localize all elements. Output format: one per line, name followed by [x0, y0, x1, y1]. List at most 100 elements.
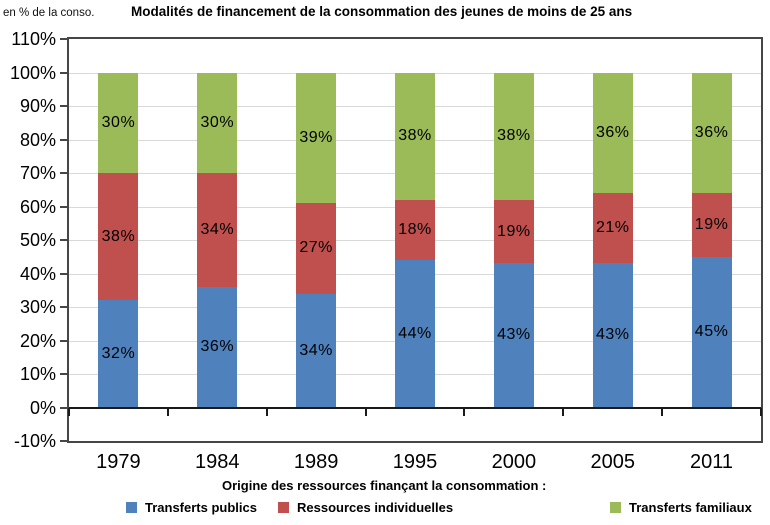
bar-segment-label: 32%: [101, 344, 136, 362]
x-axis-tick-mark: [661, 407, 664, 416]
bar-segment: 43%: [592, 263, 633, 408]
y-axis-tick-label: 0%: [29, 397, 56, 418]
x-axis-tick-mark: [562, 407, 565, 416]
stacked-bar: 36% 34% 30%: [197, 39, 238, 441]
y-axis-tick-label: 100%: [9, 62, 56, 83]
x-axis-label: 1995: [392, 451, 438, 473]
stacked-bar: 43% 21% 36%: [592, 39, 633, 441]
chart-title: Modalités de financement de la consommat…: [131, 4, 633, 19]
y-axis-tick-label: 110%: [11, 29, 56, 49]
bar-segment: 45%: [691, 256, 732, 408]
bar-segment-label: 19%: [497, 222, 531, 240]
y-axis-tick-label: 90%: [19, 96, 56, 116]
x-axis-tick-mark: [364, 407, 367, 416]
legend-swatch-icon: [126, 502, 137, 513]
stacked-bar: 45% 19% 36%: [691, 39, 732, 441]
bar-segment: 19%: [493, 199, 534, 264]
bar-segment-label: 30%: [101, 113, 136, 131]
y-axis-tick-mark: [60, 239, 67, 241]
bar-segment: 18%: [395, 199, 435, 261]
legend-swatch-icon: [610, 502, 621, 513]
y-axis-tick-mark: [60, 172, 67, 174]
stacked-bar: 34% 27% 39%: [296, 39, 337, 441]
bar-segment-label: 30%: [200, 113, 235, 131]
bar-segment-label: 36%: [200, 338, 235, 356]
plot-area: 32% 38% 30% 36% 34% 30% 34% 27% 39% 44% 18% 38% 43% 1…: [67, 37, 763, 443]
legend-label: Transferts familiaux: [629, 500, 752, 515]
bar-segment-label: 43%: [497, 326, 531, 344]
y-axis-tick-mark: [60, 306, 67, 308]
y-axis-tick-mark: [60, 373, 67, 375]
y-axis-tick-label: 30%: [19, 297, 56, 317]
bar-segment-label: 38%: [101, 227, 136, 245]
y-axis-tick-label: 80%: [19, 129, 56, 150]
legend-item-transferts-familiaux: Transferts familiaux: [610, 500, 752, 515]
x-axis-tick-mark: [166, 407, 169, 416]
legend-item-ressources-individuelles: Ressources individuelles: [278, 500, 453, 515]
bar-segment-label: 27%: [299, 239, 333, 257]
legend-label: Transferts publics: [145, 500, 257, 515]
bar-segment: 38%: [98, 173, 139, 301]
bar-segment-label: 45%: [694, 323, 729, 341]
y-axis-tick-label: 20%: [19, 330, 56, 351]
bar-segment-label: 36%: [595, 123, 630, 141]
bar-segment: 36%: [592, 72, 633, 194]
bar-segment-label: 18%: [398, 220, 432, 238]
bar-segment: 19%: [691, 193, 732, 257]
x-axis-tick-mark: [68, 407, 70, 416]
legend-label: Ressources individuelles: [297, 500, 454, 515]
bar-segment-label: 38%: [497, 127, 531, 145]
bar-segment-label: 43%: [595, 326, 630, 344]
x-axis-tick-mark: [463, 407, 466, 416]
y-axis-tick-label: 70%: [19, 163, 56, 183]
bar-segment-label: 19%: [694, 215, 729, 233]
y-axis-tick-mark: [60, 205, 67, 208]
y-axis-tick-label: 40%: [19, 263, 56, 284]
y-axis-tick-mark: [60, 105, 67, 107]
bar-segment-label: 44%: [398, 324, 432, 342]
x-axis-label: 1979: [96, 451, 141, 473]
x-axis-tick-mark: [265, 407, 268, 416]
bar-segment: 27%: [296, 203, 337, 294]
y-axis-tick-mark: [60, 339, 67, 342]
y-axis-tick-mark: [60, 272, 67, 275]
y-axis-tick-mark: [60, 406, 67, 409]
bar-segment: 38%: [395, 72, 435, 200]
bar-segment-label: 39%: [299, 128, 333, 146]
y-axis-tick-mark: [60, 440, 67, 442]
legend-title: Origine des ressources finançant la cons…: [222, 478, 547, 493]
bar-segment: 39%: [296, 72, 337, 204]
legend-item-transferts-publics: Transferts publics: [126, 500, 257, 515]
bar-segment: 32%: [98, 300, 139, 408]
y-axis-tick-mark: [60, 138, 67, 141]
y-axis-tick-label: -10%: [13, 431, 56, 451]
bar-segment: 34%: [296, 293, 337, 408]
x-axis-label: 1989: [293, 451, 339, 473]
bar-segment-label: 34%: [200, 220, 235, 238]
y-axis-tick-label: 60%: [19, 196, 56, 217]
bar-segment: 36%: [691, 72, 732, 194]
bar-segment: 43%: [493, 263, 534, 408]
stacked-bar: 43% 19% 38%: [493, 39, 534, 441]
legend-swatch-icon: [278, 502, 289, 513]
x-axis-label: 2005: [590, 451, 635, 473]
x-axis-label: 2011: [690, 451, 734, 473]
bar-segment: 30%: [98, 72, 139, 173]
bar-segment-label: 34%: [299, 341, 333, 359]
stacked-bar: 44% 18% 38%: [395, 39, 435, 441]
bar-segment: 30%: [197, 72, 238, 173]
bar-segment-label: 36%: [694, 123, 729, 141]
stacked-bar: 32% 38% 30%: [98, 39, 139, 441]
y-axis-unit-note: en % de la conso.: [3, 7, 95, 19]
y-axis-tick-label: 10%: [19, 364, 56, 384]
y-axis-tick-mark: [60, 71, 67, 74]
bar-segment: 21%: [592, 193, 633, 264]
bar-segment: 34%: [197, 173, 238, 287]
y-axis-tick-label: 50%: [19, 230, 56, 250]
x-axis-tick-mark: [760, 407, 762, 416]
x-axis-label: 2000: [491, 451, 537, 473]
y-axis-tick-mark: [60, 38, 67, 40]
bar-segment-label: 21%: [595, 219, 630, 237]
bar-segment: 36%: [197, 286, 238, 408]
